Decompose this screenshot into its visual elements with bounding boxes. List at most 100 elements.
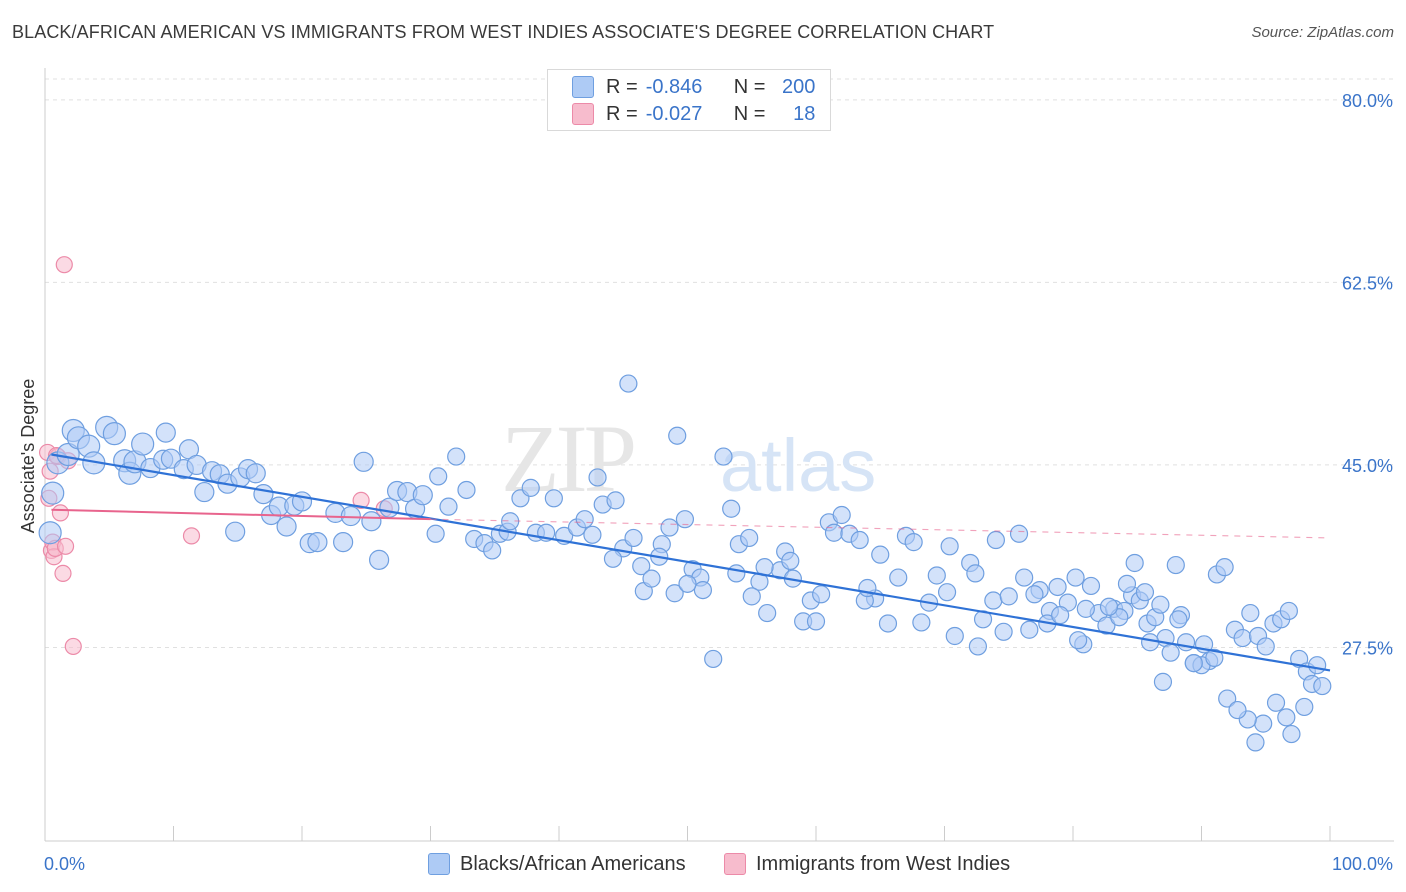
data-point-black — [675, 510, 695, 529]
data-point-black — [1254, 714, 1273, 733]
data-point-black — [353, 451, 374, 472]
data-point-black — [1282, 724, 1301, 744]
data-point-black — [937, 583, 957, 602]
data-point-black — [999, 587, 1018, 606]
data-point-black — [940, 537, 959, 556]
data-point-black — [603, 549, 623, 568]
data-point-black — [1025, 585, 1044, 604]
data-point-black — [1051, 606, 1070, 625]
data-point-black — [668, 426, 687, 445]
bottom-legend-swatch-black — [428, 853, 450, 875]
data-point-black — [1228, 700, 1247, 720]
data-point-black — [1246, 733, 1265, 752]
bottom-legend-black: Blacks/African Americans — [428, 851, 686, 877]
data-point-black — [984, 591, 1003, 610]
legend-swatch-west-indies — [572, 103, 594, 125]
data-point-black — [1215, 558, 1234, 577]
bottom-legend-label-west-indies: Immigrants from West Indies — [756, 852, 1011, 875]
data-point-black — [632, 557, 651, 576]
stats-legend: R = -0.846 N = 200 R = -0.027 N = 18 — [547, 69, 831, 131]
data-point-black — [1066, 568, 1085, 587]
trend-lines — [51, 453, 1331, 672]
y-tick-label: 62.5% — [1342, 273, 1393, 293]
data-point-black — [660, 518, 679, 537]
watermark: ZIP atlas — [501, 405, 876, 512]
data-point-black — [619, 374, 638, 393]
data-point-black — [1308, 656, 1327, 675]
legend-r-label: R = — [606, 75, 638, 98]
trend-line-black — [51, 453, 1331, 672]
y-tick-label: 45.0% — [1342, 456, 1393, 476]
data-point-black — [665, 584, 684, 603]
data-point-black — [588, 468, 607, 487]
data-point-black — [693, 580, 713, 600]
data-point-west-indies — [64, 637, 82, 656]
legend-n-value: 200 — [782, 75, 816, 98]
data-point-west-indies — [54, 564, 72, 583]
data-point-black — [678, 574, 697, 593]
data-point-black — [1205, 648, 1224, 667]
data-point-black — [1184, 654, 1203, 673]
data-point-black — [1169, 610, 1188, 629]
data-point-black — [544, 489, 563, 508]
legend-n-label: N = — [733, 75, 766, 98]
chart-title: BLACK/AFRICAN AMERICAN VS IMMIGRANTS FRO… — [12, 22, 995, 42]
data-point-black — [945, 626, 964, 646]
data-point-black — [966, 564, 985, 583]
data-point-black — [727, 564, 746, 583]
data-point-black — [606, 491, 625, 510]
data-point-black — [447, 447, 466, 466]
data-point-black — [912, 613, 931, 632]
data-point-black — [575, 510, 594, 529]
data-point-black — [889, 568, 908, 587]
data-point-black — [824, 523, 844, 542]
data-point-black — [194, 481, 215, 503]
data-point-black — [1097, 616, 1116, 635]
data-point-black — [1218, 689, 1237, 708]
data-point-west-indies — [55, 256, 73, 274]
data-point-black — [1135, 583, 1155, 602]
data-point-black — [1076, 599, 1095, 618]
data-point-black — [781, 551, 800, 570]
data-point-black — [1153, 672, 1173, 691]
data-point-black — [1166, 555, 1185, 575]
data-point-black — [245, 463, 266, 484]
data-point-black — [714, 447, 733, 466]
data-point-black — [1048, 577, 1067, 597]
x-tick-labels: 0.0% 100.0% — [44, 854, 1393, 874]
data-point-black — [1161, 643, 1180, 662]
data-point-black — [412, 485, 433, 506]
data-point-black — [307, 532, 328, 553]
data-point-black — [742, 587, 761, 606]
data-point-black — [740, 528, 759, 548]
data-point-black — [1140, 633, 1160, 652]
data-point-black — [994, 622, 1013, 641]
data-point-black — [832, 505, 851, 525]
data-point-black — [968, 637, 988, 656]
data-point-black — [361, 511, 382, 532]
chart-source: Source: ZipAtlas.com — [1251, 24, 1394, 41]
data-point-black — [483, 541, 502, 560]
data-point-black — [722, 499, 741, 518]
data-point-west-indies — [56, 537, 75, 555]
data-point-black — [583, 525, 602, 544]
data-point-black — [812, 585, 831, 604]
data-point-black — [369, 549, 390, 570]
legend-swatch-black — [572, 76, 594, 98]
data-point-black — [927, 566, 946, 585]
x-tick-label-max: 100.0% — [1332, 854, 1393, 874]
y-tick-label: 80.0% — [1342, 91, 1393, 111]
data-point-black — [704, 649, 723, 669]
data-point-black — [1081, 576, 1101, 596]
data-point-black — [1279, 601, 1298, 621]
series-black-points — [38, 374, 1332, 752]
data-point-black — [38, 521, 62, 545]
y-axis-label: Associate's Degree — [18, 379, 38, 534]
data-point-black — [1313, 676, 1332, 696]
data-point-black — [904, 533, 923, 552]
data-point-black — [1266, 693, 1286, 712]
y-tick-label: 27.5% — [1342, 638, 1393, 658]
data-point-black — [155, 422, 176, 443]
data-point-black — [1151, 595, 1170, 614]
data-point-black — [521, 478, 540, 497]
